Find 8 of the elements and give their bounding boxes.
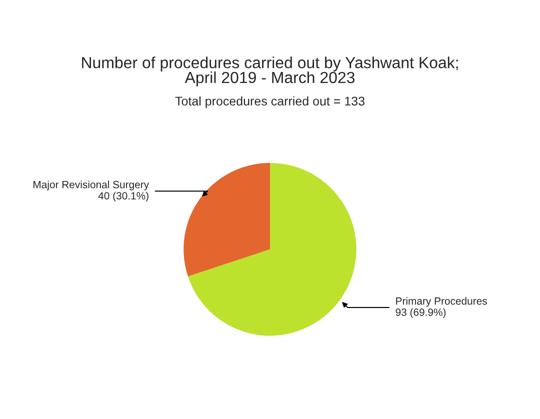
slice-label: Major Revisional Surgery xyxy=(34,180,150,190)
chart-subtitle: Total procedures carried out = 133 xyxy=(175,96,364,108)
pie-slice xyxy=(188,162,356,336)
pie-slice xyxy=(184,162,270,276)
data-label: 93 (69.9%) xyxy=(396,308,446,318)
slice-label: Primary Procedures xyxy=(396,297,487,307)
chart-title: Number of procedures carried out by Yashwant Koak; April 2019 - March 2023 xyxy=(82,56,458,86)
data-label: 40 (30.1%) xyxy=(98,192,148,202)
